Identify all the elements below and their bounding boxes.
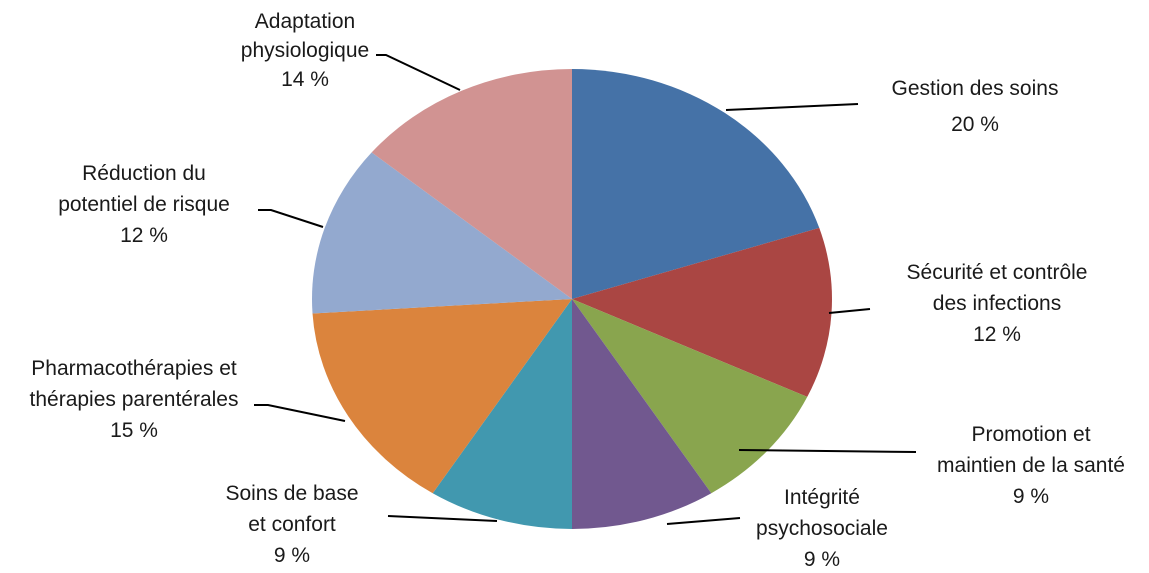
slice-name-label: Promotion et (971, 423, 1090, 446)
slice-label-2: Sécurité et contrôle des infections 12 % (907, 261, 1088, 346)
leader-line-7 (258, 209, 324, 228)
slice-label-1: Gestion des soins 20 % (892, 77, 1059, 136)
leader-lines (254, 54, 917, 525)
leader-line-2 (828, 308, 871, 314)
slice-name-label: Adaptation (255, 10, 355, 33)
slice-label-6: Pharmacothérapies et thérapies parentéral… (30, 357, 239, 442)
slice-name-label: Sécurité et contrôle (907, 261, 1088, 284)
slice-value-label: 20 % (951, 113, 999, 136)
pie-slice-3 (572, 299, 808, 494)
slice-label-5: Soins de base et confort 9 % (225, 482, 358, 567)
slice-label-4: Intégrité psychosociale 9 % (756, 486, 888, 571)
slice-value-label: 9 % (274, 544, 310, 567)
slice-name-label: maintien de la santé (937, 454, 1125, 477)
slice-label-8: Adaptation physiologique 14 % (241, 10, 369, 91)
slice-name-label: des infections (933, 292, 1061, 315)
pie-slice-5 (432, 299, 572, 529)
pie-slice-8 (371, 68, 572, 299)
slice-name-label: potentiel de risque (58, 193, 230, 216)
slice-labels: Gestion des soins 20 % Sécurité et contrôl… (30, 10, 1125, 571)
leader-line-4 (666, 517, 741, 525)
slice-name-label: Intégrité (784, 486, 860, 509)
slice-value-label: 12 % (973, 323, 1021, 346)
slice-value-label: 9 % (1013, 485, 1049, 508)
pie-slice-2 (572, 227, 832, 397)
slice-name-label: psychosociale (756, 517, 888, 540)
slice-name-label: thérapies parentérales (30, 388, 239, 411)
pie-slice-7 (311, 152, 572, 314)
leader-line-6 (254, 404, 346, 422)
leader-line-1 (725, 103, 859, 111)
slice-name-label: Pharmacothérapies et (31, 357, 237, 380)
pie-slice-4 (572, 299, 712, 529)
slice-label-3: Promotion et maintien de la santé 9 % (937, 423, 1125, 508)
leader-line-5 (387, 515, 498, 522)
slice-name-label: Réduction du (82, 162, 206, 185)
slice-name-label: Gestion des soins (892, 77, 1059, 100)
slice-name-label: et confort (248, 513, 336, 536)
slice-label-7: Réduction du potentiel de risque 12 % (58, 162, 230, 247)
slice-value-label: 12 % (120, 224, 168, 247)
slice-value-label: 9 % (804, 548, 840, 571)
slice-name-label: Soins de base (225, 482, 358, 505)
leader-line-3 (738, 449, 917, 453)
pie-slice-1 (572, 69, 820, 299)
pie-slice-6 (312, 299, 572, 494)
pie-slices (311, 68, 832, 529)
slice-value-label: 14 % (281, 68, 329, 91)
slice-name-label: physiologique (241, 39, 369, 62)
slice-value-label: 15 % (110, 419, 158, 442)
leader-line-8 (376, 54, 461, 91)
